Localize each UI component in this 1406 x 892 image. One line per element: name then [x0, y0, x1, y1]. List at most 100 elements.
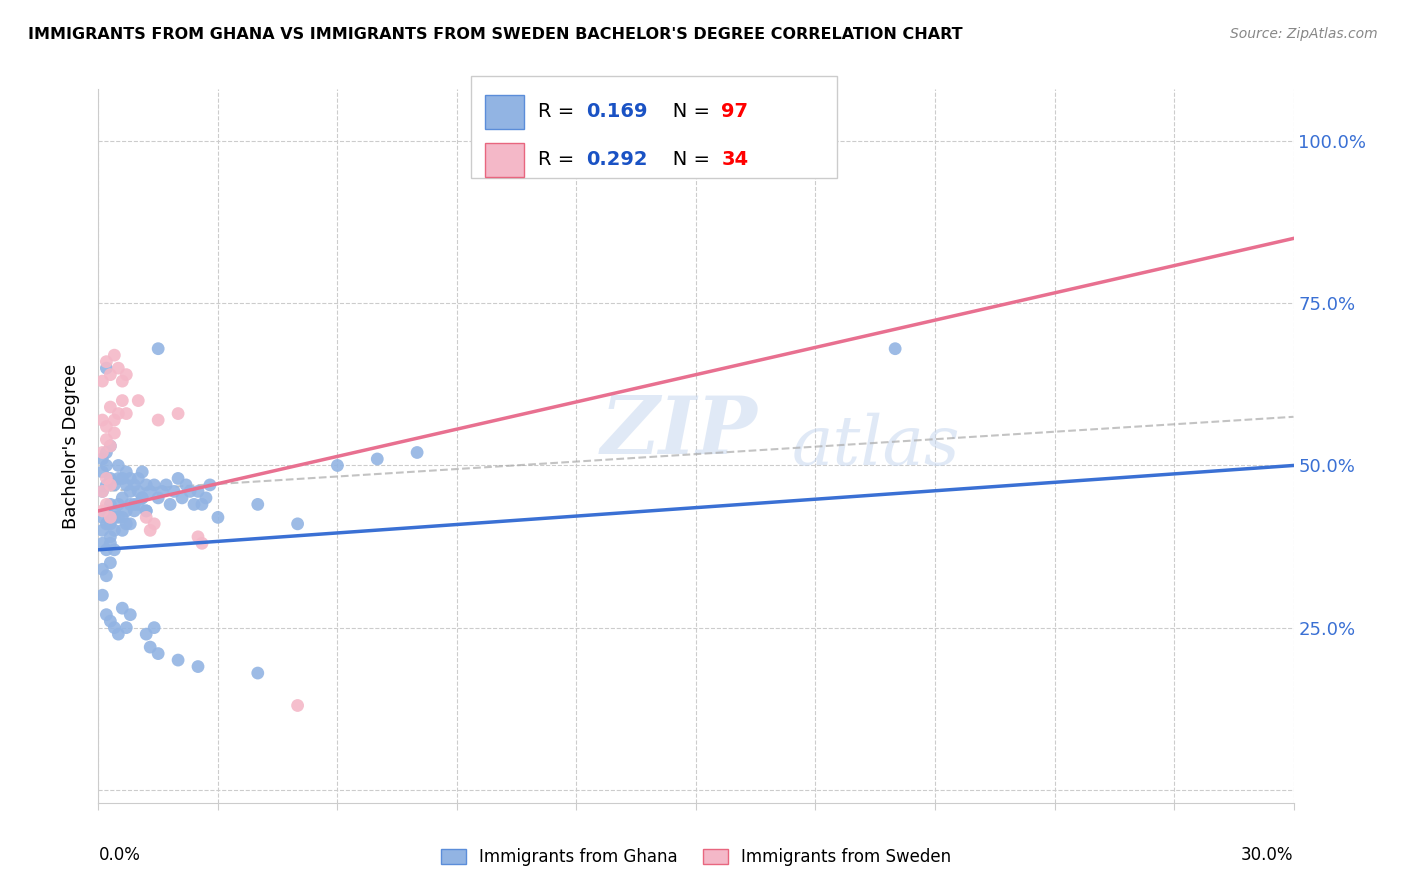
Point	[287, 698, 309, 713]
Point	[103, 425, 125, 440]
Point	[148, 342, 170, 356]
Point	[124, 478, 146, 492]
Point	[98, 556, 122, 570]
Point	[198, 478, 221, 492]
Point	[98, 368, 122, 382]
Point	[91, 374, 114, 388]
Point	[127, 393, 149, 408]
Point	[167, 471, 190, 485]
Point	[107, 407, 129, 421]
Point	[96, 458, 118, 473]
Point	[98, 530, 122, 544]
Text: atlas: atlas	[792, 413, 960, 479]
Point	[96, 354, 118, 368]
Point	[103, 478, 125, 492]
Point	[103, 510, 125, 524]
Point	[139, 524, 162, 538]
Text: 34: 34	[721, 151, 748, 169]
Point	[96, 478, 118, 492]
Point	[131, 465, 153, 479]
Text: ZIP: ZIP	[600, 393, 758, 470]
Point	[96, 504, 118, 518]
Point	[127, 484, 149, 499]
Point	[96, 419, 118, 434]
Point	[167, 407, 190, 421]
Point	[115, 368, 138, 382]
Point	[135, 504, 157, 518]
Point	[195, 491, 218, 505]
Point	[191, 536, 214, 550]
Point	[91, 484, 114, 499]
Text: IMMIGRANTS FROM GHANA VS IMMIGRANTS FROM SWEDEN BACHELOR'S DEGREE CORRELATION CH: IMMIGRANTS FROM GHANA VS IMMIGRANTS FROM…	[28, 27, 963, 42]
Point	[91, 588, 114, 602]
Point	[135, 504, 157, 518]
Point	[103, 524, 125, 538]
Text: R =: R =	[538, 103, 581, 121]
Point	[143, 478, 166, 492]
Point	[115, 407, 138, 421]
Point	[124, 504, 146, 518]
Point	[98, 614, 122, 628]
Point	[148, 647, 170, 661]
Point	[143, 516, 166, 531]
Point	[91, 452, 114, 467]
Point	[103, 413, 125, 427]
Point	[139, 640, 162, 654]
Point	[804, 134, 827, 148]
Point	[107, 627, 129, 641]
Point	[135, 478, 157, 492]
Point	[91, 484, 114, 499]
Point	[111, 524, 134, 538]
Text: 97: 97	[721, 103, 748, 121]
Point	[143, 621, 166, 635]
Point	[91, 524, 114, 538]
Point	[111, 471, 134, 485]
Point	[326, 458, 349, 473]
Point	[107, 361, 129, 376]
Point	[287, 516, 309, 531]
Point	[115, 465, 138, 479]
Point	[127, 471, 149, 485]
Point	[96, 568, 118, 582]
Point	[406, 445, 429, 459]
Point	[96, 445, 118, 459]
Point	[98, 516, 122, 531]
Text: N =: N =	[654, 151, 716, 169]
Text: Source: ZipAtlas.com: Source: ZipAtlas.com	[1230, 27, 1378, 41]
Point	[91, 562, 114, 576]
Point	[111, 510, 134, 524]
Point	[183, 497, 205, 511]
Point	[115, 504, 138, 518]
Point	[115, 478, 138, 492]
Point	[150, 484, 173, 499]
Text: R =: R =	[538, 151, 581, 169]
Point	[91, 504, 114, 518]
Point	[107, 458, 129, 473]
Point	[103, 542, 125, 557]
Point	[131, 491, 153, 505]
Point	[207, 510, 229, 524]
Text: 0.169: 0.169	[586, 103, 648, 121]
Point	[148, 413, 170, 427]
Point	[135, 627, 157, 641]
Point	[884, 342, 907, 356]
Point	[120, 607, 142, 622]
Point	[98, 439, 122, 453]
Point	[96, 433, 118, 447]
Point	[148, 491, 170, 505]
Text: 0.0%: 0.0%	[98, 846, 141, 863]
Text: 30.0%: 30.0%	[1241, 846, 1294, 863]
Point	[163, 484, 186, 499]
Point	[366, 452, 388, 467]
Point	[96, 607, 118, 622]
Point	[115, 516, 138, 531]
Point	[96, 516, 118, 531]
Point	[91, 465, 114, 479]
Point	[98, 510, 122, 524]
Point	[107, 497, 129, 511]
Point	[187, 659, 209, 673]
Text: N =: N =	[654, 103, 716, 121]
Point	[96, 361, 118, 376]
Point	[120, 497, 142, 511]
Point	[127, 497, 149, 511]
